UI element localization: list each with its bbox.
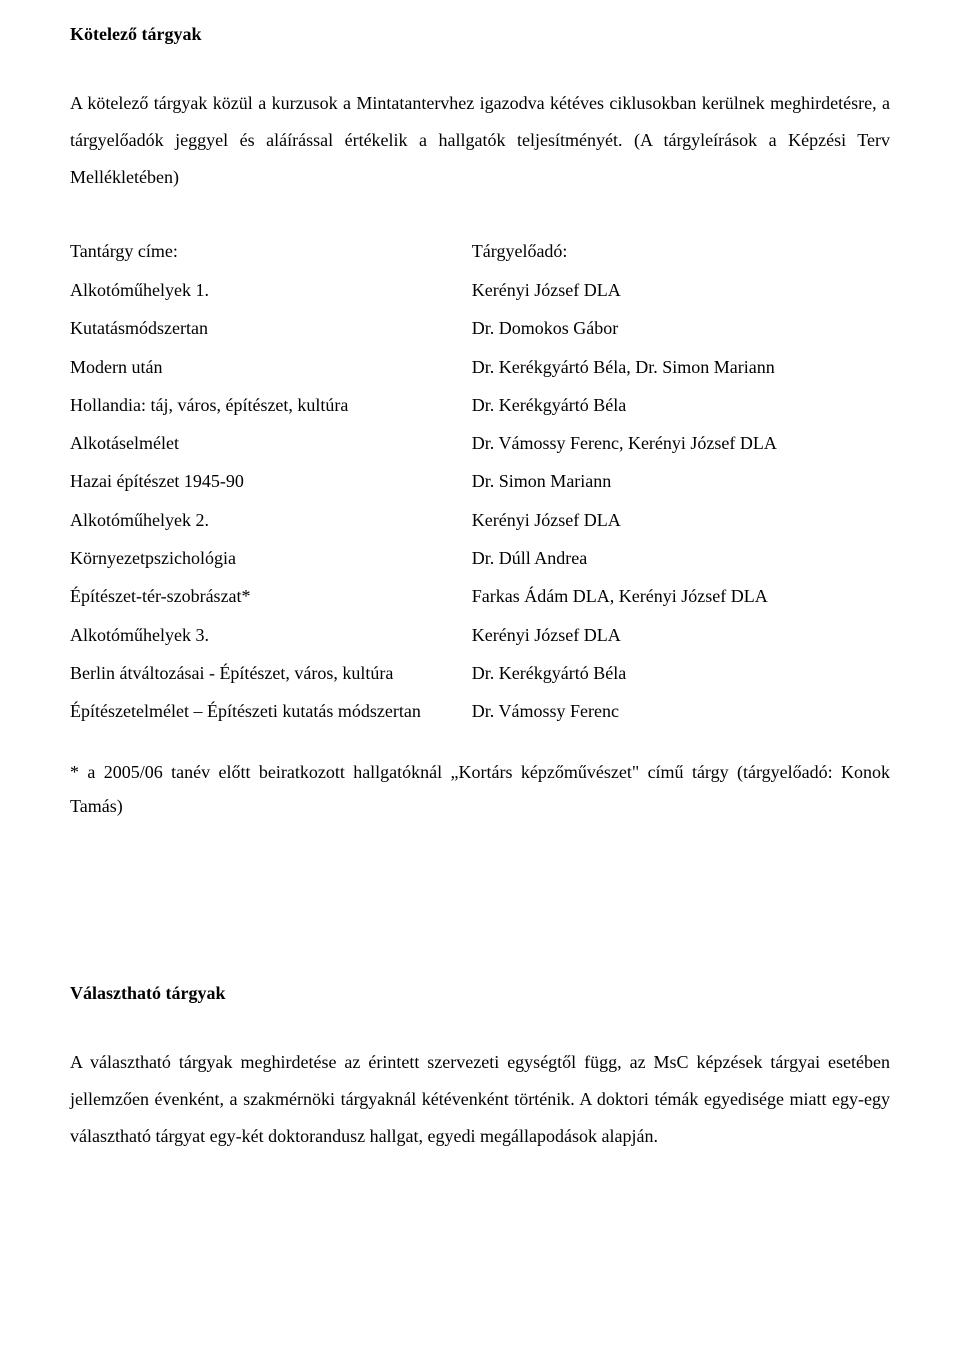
subject-table: Tantárgy címe: Tárgyelőadó: Alkotóműhely… (70, 232, 890, 731)
table-header-row: Tantárgy címe: Tárgyelőadó: (70, 232, 890, 271)
lecturer-cell: Dr. Kerékgyártó Béla (472, 654, 890, 692)
table-row: Alkotóműhelyek 1. Kerényi József DLA (70, 271, 890, 309)
subject-cell: Alkotóműhelyek 3. (70, 616, 472, 654)
section2-intro: A választható tárgyak meghirdetése az ér… (70, 1044, 890, 1155)
section2-heading: Választható tárgyak (70, 983, 890, 1004)
table-row: Alkotóműhelyek 3. Kerényi József DLA (70, 616, 890, 654)
section-gap (70, 823, 890, 983)
subject-cell: Berlin átváltozásai - Építészet, város, … (70, 654, 472, 692)
lecturer-cell: Dr. Dúll Andrea (472, 539, 890, 577)
table-row: Hazai építészet 1945-90 Dr. Simon Marian… (70, 462, 890, 500)
subject-cell: Építészet-tér-szobrászat* (70, 577, 472, 615)
table-row: Építészetelmélet – Építészeti kutatás mó… (70, 692, 890, 730)
subject-cell: Alkotóműhelyek 2. (70, 501, 472, 539)
lecturer-cell: Dr. Simon Mariann (472, 462, 890, 500)
lecturer-cell: Kerényi József DLA (472, 501, 890, 539)
table-header-lecturer: Tárgyelőadó: (472, 232, 890, 271)
lecturer-cell: Dr. Domokos Gábor (472, 309, 890, 347)
lecturer-cell: Dr. Vámossy Ferenc (472, 692, 890, 730)
lecturer-cell: Dr. Kerékgyártó Béla, Dr. Simon Mariann (472, 348, 890, 386)
subject-cell: Modern után (70, 348, 472, 386)
section1-heading: Kötelező tárgyak (70, 24, 890, 45)
subject-cell: Kutatásmódszertan (70, 309, 472, 347)
table-row: Alkotáselmélet Dr. Vámossy Ferenc, Kerén… (70, 424, 890, 462)
lecturer-cell: Dr. Kerékgyártó Béla (472, 386, 890, 424)
lecturer-cell: Kerényi József DLA (472, 616, 890, 654)
table-row: Kutatásmódszertan Dr. Domokos Gábor (70, 309, 890, 347)
table-row: Környezetpszichológia Dr. Dúll Andrea (70, 539, 890, 577)
subject-cell: Alkotóműhelyek 1. (70, 271, 472, 309)
subject-cell: Építészetelmélet – Építészeti kutatás mó… (70, 692, 472, 730)
table-row: Modern után Dr. Kerékgyártó Béla, Dr. Si… (70, 348, 890, 386)
subject-cell: Hollandia: táj, város, építészet, kultúr… (70, 386, 472, 424)
lecturer-cell: Dr. Vámossy Ferenc, Kerényi József DLA (472, 424, 890, 462)
table-row: Berlin átváltozásai - Építészet, város, … (70, 654, 890, 692)
table-header-subject: Tantárgy címe: (70, 232, 472, 271)
subject-cell: Környezetpszichológia (70, 539, 472, 577)
table-row: Hollandia: táj, város, építészet, kultúr… (70, 386, 890, 424)
table-row: Alkotóműhelyek 2. Kerényi József DLA (70, 501, 890, 539)
section1-intro: A kötelező tárgyak közül a kurzusok a Mi… (70, 85, 890, 196)
subject-cell: Alkotáselmélet (70, 424, 472, 462)
subject-cell: Hazai építészet 1945-90 (70, 462, 472, 500)
lecturer-cell: Kerényi József DLA (472, 271, 890, 309)
section1-footnote: * a 2005/06 tanév előtt beiratkozott hal… (70, 755, 890, 823)
table-row: Építészet-tér-szobrászat* Farkas Ádám DL… (70, 577, 890, 615)
lecturer-cell: Farkas Ádám DLA, Kerényi József DLA (472, 577, 890, 615)
